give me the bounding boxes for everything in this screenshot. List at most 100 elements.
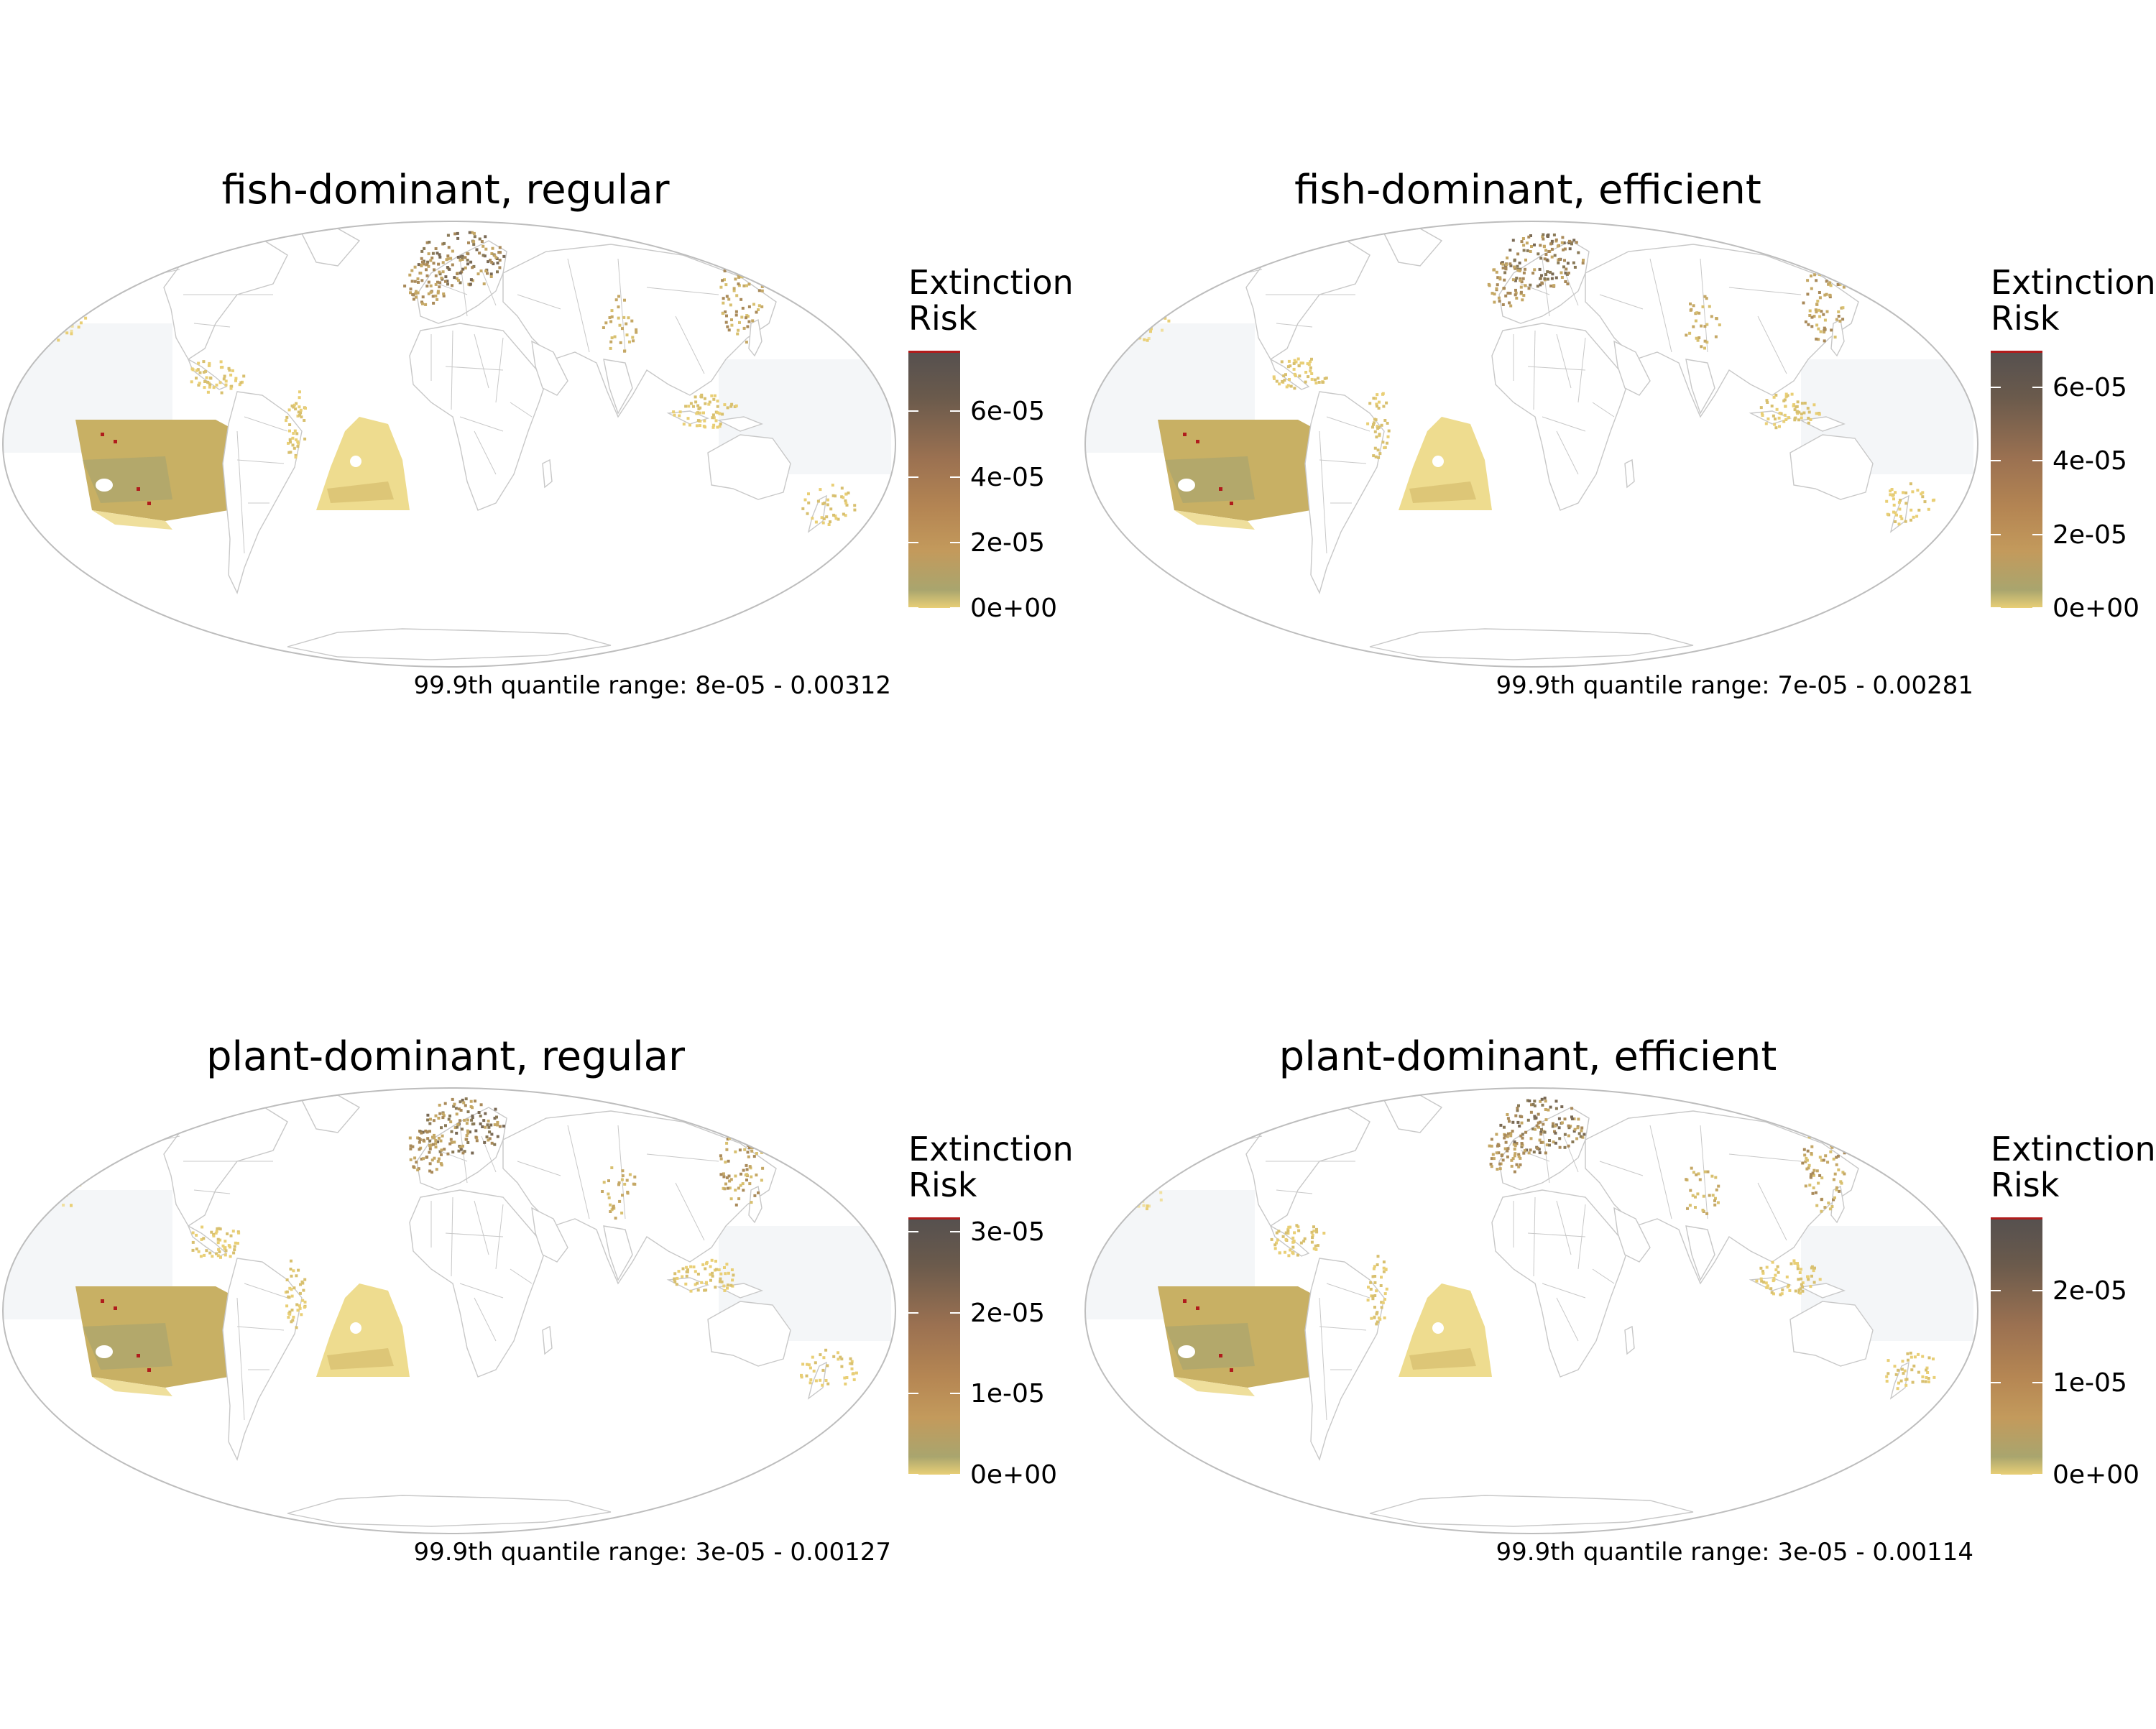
risk-cell: [725, 295, 729, 298]
risk-cell: [58, 1176, 62, 1179]
risk-cell: [1506, 1155, 1509, 1158]
risk-cell: [1893, 1365, 1897, 1368]
risk-cell: [409, 1147, 413, 1151]
risk-cell: [455, 1131, 459, 1135]
risk-cell: [684, 1282, 688, 1286]
risk-cell: [1832, 1137, 1835, 1140]
risk-cell: [1820, 1130, 1823, 1133]
risk-cell: [1526, 249, 1529, 252]
risk-cell: [287, 1316, 290, 1319]
risk-cell: [740, 1172, 742, 1176]
risk-cell: [498, 246, 502, 249]
risk-cell: [1826, 1161, 1830, 1164]
risk-cell: [1782, 420, 1786, 423]
risk-cell: [1511, 239, 1515, 242]
risk-cell: [722, 1172, 725, 1176]
risk-cell: [1302, 361, 1304, 365]
risk-cell: [14, 327, 18, 331]
risk-cell: [1277, 1230, 1281, 1233]
country-border: [1599, 1161, 1644, 1176]
risk-cell: [212, 386, 216, 389]
risk-cell: [753, 1194, 757, 1197]
risk-cell: [1283, 379, 1286, 382]
risk-cell: [236, 1242, 239, 1245]
risk-cell: [287, 1295, 290, 1299]
risk-cell: [1811, 266, 1815, 269]
risk-cell: [1570, 242, 1573, 246]
risk-cell: [1371, 425, 1374, 429]
risk-cell: [1835, 1156, 1838, 1159]
risk-cell: [840, 487, 844, 490]
landmass: [1304, 391, 1385, 594]
risk-cell: [456, 272, 459, 275]
risk-cell: [737, 284, 741, 287]
risk-cell: [1537, 1112, 1540, 1116]
risk-cell: [490, 261, 494, 264]
risk-cell: [1904, 491, 1908, 494]
risk-cell: [26, 336, 29, 340]
risk-cell: [722, 1284, 726, 1288]
risk-cell: [1549, 1105, 1552, 1109]
risk-cell: [1529, 1110, 1533, 1114]
risk-cell: [1788, 1288, 1792, 1292]
risk-cell: [1715, 1188, 1718, 1191]
risk-cell: [474, 1099, 476, 1103]
risk-cell: [1838, 276, 1841, 279]
risk-cell: [612, 1204, 615, 1208]
risk-cell: [1503, 278, 1506, 282]
risk-cell: [722, 297, 725, 300]
risk-cell: [709, 1273, 712, 1276]
risk-cell: [1496, 1168, 1499, 1171]
risk-cell: [434, 282, 438, 286]
risk-cell: [1270, 1237, 1273, 1241]
risk-cell: [696, 404, 700, 407]
risk-cell: [1764, 422, 1768, 425]
risk-cell: [1927, 1377, 1930, 1380]
risk-cell: [434, 1145, 438, 1149]
risk-cell: [734, 1203, 738, 1207]
risk-cell: [1311, 1236, 1314, 1240]
risk-cell: [37, 313, 41, 316]
risk-cell: [442, 292, 446, 295]
risk-cell: [1383, 419, 1387, 422]
risk-cell: [1773, 423, 1777, 426]
risk-cell: [689, 1289, 693, 1293]
risk-cell: [717, 1268, 721, 1271]
risk-cell: [1755, 1279, 1759, 1283]
risk-cell: [1828, 295, 1832, 299]
risk-cell: [1787, 416, 1791, 420]
risk-cell: [15, 306, 19, 310]
risk-cell: [849, 1357, 852, 1360]
risk-cell: [1820, 1158, 1823, 1162]
risk-cell: [296, 440, 300, 443]
risk-cell: [300, 415, 303, 419]
risk-cell: [726, 1283, 729, 1287]
risk-cell: [1112, 1168, 1115, 1171]
risk-cell: [837, 1351, 839, 1355]
risk-cell: [716, 400, 719, 403]
country-border: [517, 1161, 561, 1176]
risk-cell: [1531, 1102, 1535, 1106]
risk-cell: [1091, 1197, 1094, 1200]
risk-cell: [1506, 1149, 1509, 1153]
risk-cell: [34, 1186, 38, 1189]
risk-cell: [608, 316, 612, 319]
landmass: [748, 1185, 763, 1224]
risk-cell: [447, 246, 451, 249]
risk-cell: [484, 247, 488, 251]
risk-cell: [1772, 395, 1776, 399]
risk-cell: [1501, 1158, 1505, 1162]
risk-cell: [1538, 1120, 1542, 1124]
risk-cell: [700, 395, 704, 399]
risk-cell: [40, 1164, 43, 1168]
risk-cell: [633, 1182, 637, 1186]
risk-cell: [1825, 1120, 1829, 1123]
risk-cell: [45, 1178, 49, 1181]
risk-cell: [1825, 292, 1828, 296]
landmass: [222, 1258, 303, 1461]
country-border: [451, 330, 453, 410]
risk-cell: [421, 260, 424, 264]
risk-cell: [1843, 1151, 1846, 1155]
risk-cell: [727, 1159, 730, 1163]
risk-cell: [1529, 250, 1532, 253]
